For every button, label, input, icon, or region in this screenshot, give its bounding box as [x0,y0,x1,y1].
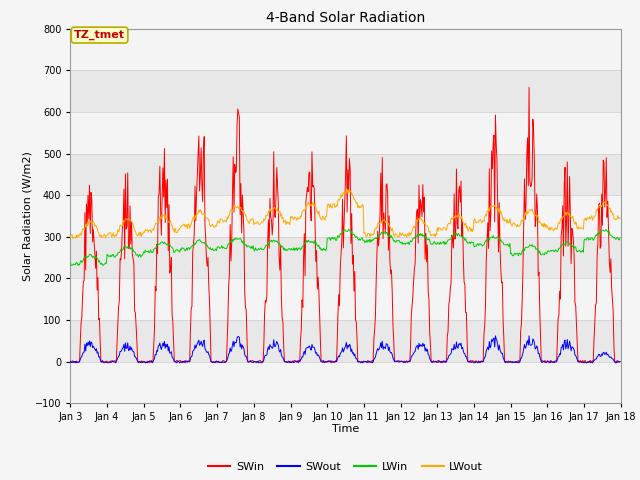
Bar [70,278,621,320]
Y-axis label: Solar Radiation (W/m2): Solar Radiation (W/m2) [22,151,32,281]
Bar [70,361,621,403]
Bar [70,29,621,71]
Bar [70,195,621,237]
Legend: SWin, SWout, LWin, LWout: SWin, SWout, LWin, LWout [204,457,488,476]
X-axis label: Time: Time [332,424,359,433]
Bar [70,112,621,154]
Text: TZ_tmet: TZ_tmet [74,30,125,40]
Title: 4-Band Solar Radiation: 4-Band Solar Radiation [266,11,425,25]
